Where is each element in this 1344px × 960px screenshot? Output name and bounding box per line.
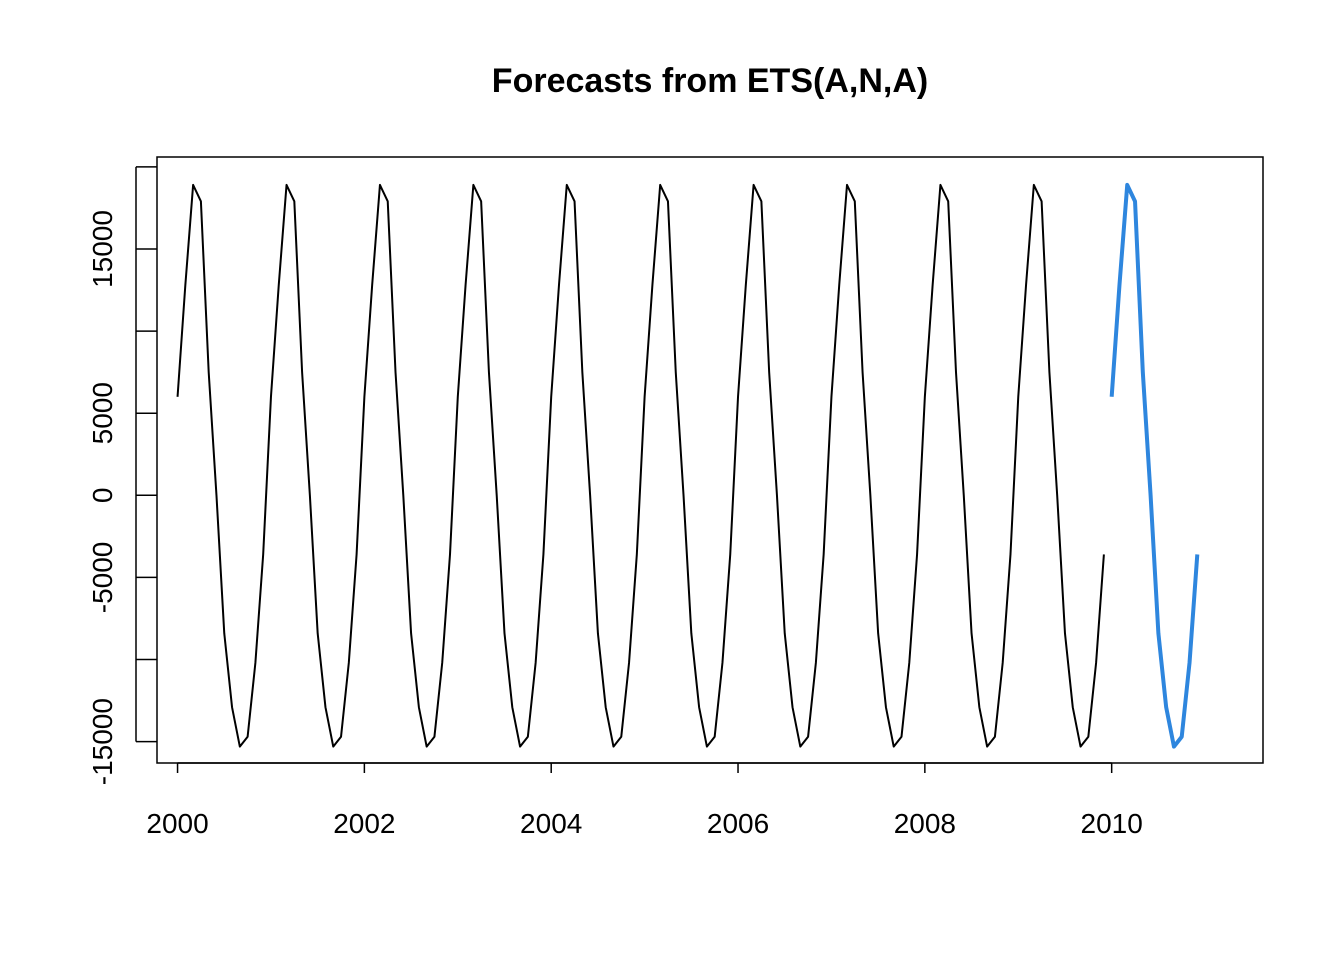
x-tick-label: 2010 <box>1081 808 1143 839</box>
chart-title: Forecasts from ETS(A,N,A) <box>492 62 928 100</box>
series-layer <box>176 182 1200 749</box>
y-axis: -15000 -5000 0 5000 15000 <box>87 166 157 785</box>
history-line <box>176 183 1105 748</box>
y-tick-label: 15000 <box>87 210 118 288</box>
x-tick-label: 2008 <box>894 808 956 839</box>
forecast-line <box>1109 182 1200 749</box>
y-tick-label: -5000 <box>87 542 118 614</box>
x-tick-label: 2004 <box>520 808 582 839</box>
x-tick-label: 2000 <box>146 808 208 839</box>
y-tick-label: -15000 <box>87 698 118 785</box>
y-tick-label: 0 <box>87 488 118 504</box>
y-tick-label: 5000 <box>87 382 118 444</box>
plot-frame <box>156 156 1264 764</box>
x-tick-label: 2006 <box>707 808 769 839</box>
x-tick-label: 2002 <box>333 808 395 839</box>
x-axis: 2000 2002 2004 2006 2008 2010 <box>146 762 1143 839</box>
